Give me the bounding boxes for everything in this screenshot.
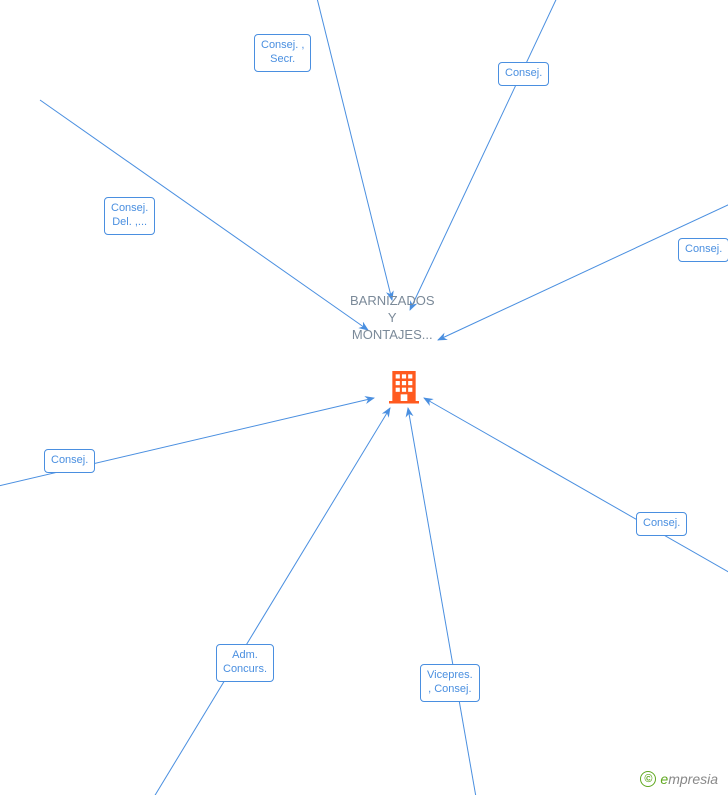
edge xyxy=(40,100,368,330)
role-node-consej-1[interactable]: Consej. xyxy=(498,62,549,86)
edge xyxy=(438,190,728,340)
edge xyxy=(310,0,392,300)
role-node-consej-4[interactable]: Consej. xyxy=(636,512,687,536)
role-node-adm-concurs[interactable]: Adm. Concurs. xyxy=(216,644,274,682)
role-node-consej-3[interactable]: Consej. xyxy=(44,449,95,473)
edge xyxy=(408,408,480,795)
center-label: BARNIZADOS Y MONTAJES... xyxy=(350,293,435,344)
role-node-consej-secr[interactable]: Consej. , Secr. xyxy=(254,34,311,72)
role-node-vicepres[interactable]: Vicepres. , Consej. xyxy=(420,664,480,702)
building-icon xyxy=(384,366,424,411)
brand-label: empresia xyxy=(660,771,718,787)
edge xyxy=(140,408,390,795)
diagram-canvas: BARNIZADOS Y MONTAJES... Consej. , Secr.… xyxy=(0,0,728,795)
edge xyxy=(0,398,374,495)
copyright-icon: © xyxy=(640,771,656,787)
role-node-consej-del[interactable]: Consej. Del. ,... xyxy=(104,197,155,235)
edge xyxy=(410,0,570,310)
role-node-consej-2[interactable]: Consej. xyxy=(678,238,728,262)
watermark: © empresia xyxy=(640,771,718,787)
edges-layer xyxy=(0,0,728,795)
edge xyxy=(424,398,728,590)
